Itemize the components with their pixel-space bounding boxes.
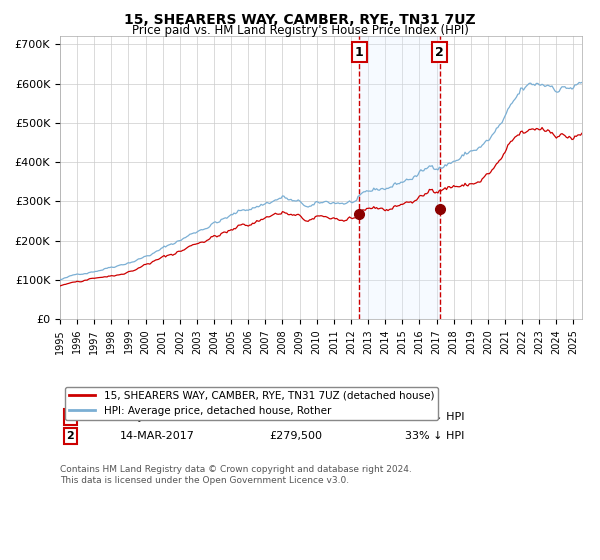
Text: 14-MAR-2017: 14-MAR-2017 — [120, 431, 195, 441]
Text: 14% ↓ HPI: 14% ↓ HPI — [404, 412, 464, 422]
Text: 1: 1 — [67, 412, 74, 422]
Text: £269,000: £269,000 — [269, 412, 322, 422]
Text: 2: 2 — [436, 45, 444, 59]
Text: 2: 2 — [67, 431, 74, 441]
Text: 33% ↓ HPI: 33% ↓ HPI — [404, 431, 464, 441]
Text: 29-JUN-2012: 29-JUN-2012 — [120, 412, 191, 422]
Text: £279,500: £279,500 — [269, 431, 322, 441]
Text: Price paid vs. HM Land Registry's House Price Index (HPI): Price paid vs. HM Land Registry's House … — [131, 24, 469, 37]
Legend: 15, SHEARERS WAY, CAMBER, RYE, TN31 7UZ (detached house), HPI: Average price, de: 15, SHEARERS WAY, CAMBER, RYE, TN31 7UZ … — [65, 386, 439, 420]
Text: Contains HM Land Registry data © Crown copyright and database right 2024.
This d: Contains HM Land Registry data © Crown c… — [60, 465, 412, 484]
Text: 1: 1 — [355, 45, 364, 59]
Text: 15, SHEARERS WAY, CAMBER, RYE, TN31 7UZ: 15, SHEARERS WAY, CAMBER, RYE, TN31 7UZ — [124, 13, 476, 27]
Bar — [359, 36, 440, 319]
